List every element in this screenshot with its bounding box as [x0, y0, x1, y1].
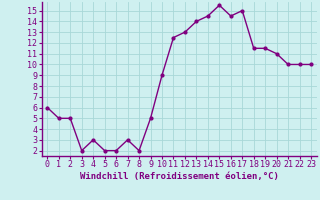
- X-axis label: Windchill (Refroidissement éolien,°C): Windchill (Refroidissement éolien,°C): [80, 172, 279, 181]
